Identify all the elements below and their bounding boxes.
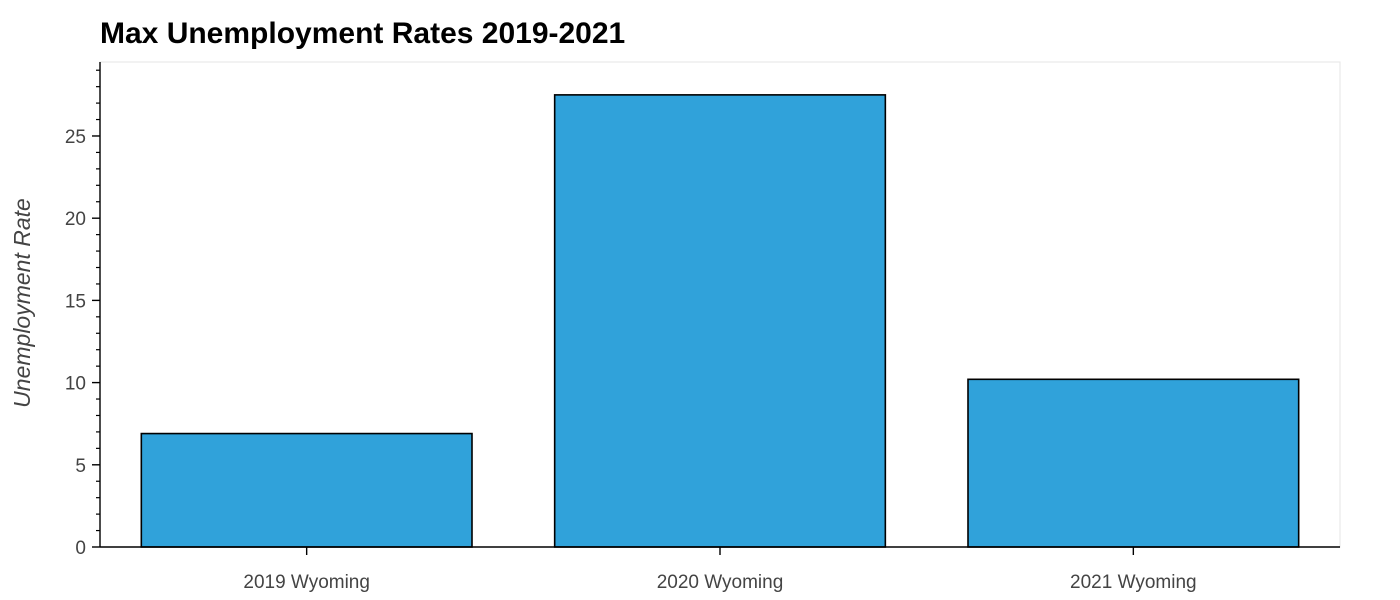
axes-layer: 0 5 10 15 20 25 2019 Wyoming 2020 Wyoming 2021 W…: [65, 62, 1340, 593]
y-tick-label: 25: [65, 127, 86, 148]
y-tick-label: 5: [75, 456, 86, 477]
y-axis-label: Unemployment Rate: [9, 198, 35, 408]
chart-title: Max Unemployment Rates 2019-2021: [100, 17, 625, 50]
y-tick-label: 20: [65, 209, 86, 230]
bars-layer: [140, 94, 1300, 548]
bar-1: [553, 94, 887, 548]
x-tick-label: 2019 Wyoming: [243, 572, 370, 593]
bar-2: [967, 378, 1300, 548]
x-tick-label: 2020 Wyoming: [657, 572, 784, 593]
x-tick-label: 2021 Wyoming: [1070, 572, 1197, 593]
y-tick-label: 0: [75, 538, 86, 559]
y-tick-label: 15: [65, 291, 86, 312]
y-tick-label: 10: [65, 374, 86, 395]
bar-0: [140, 432, 473, 548]
